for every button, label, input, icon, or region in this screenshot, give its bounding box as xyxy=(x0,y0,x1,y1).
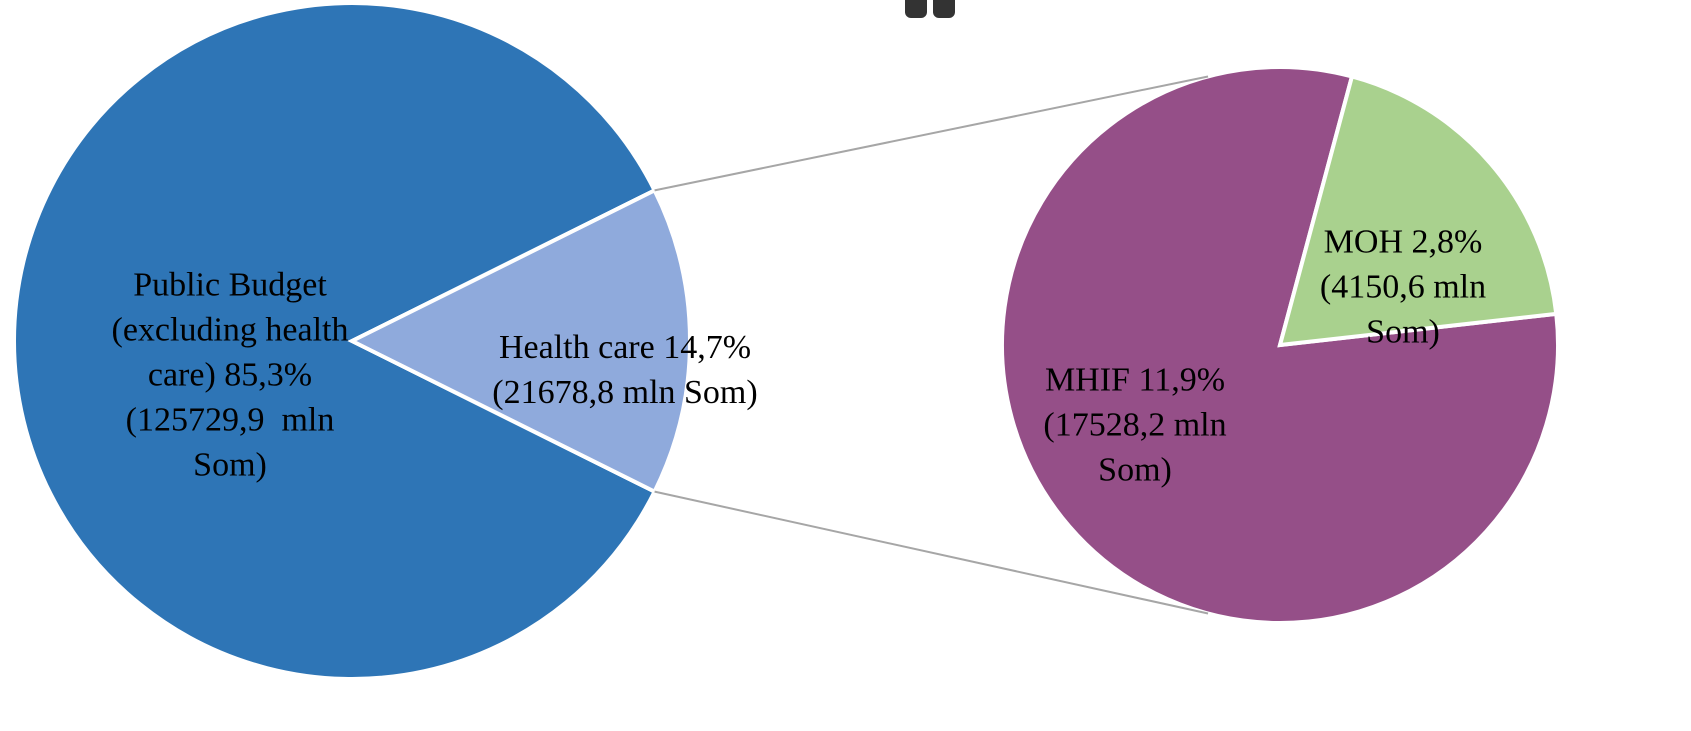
label-value: 14,7% (21678,8 mln Som) xyxy=(492,329,760,411)
label-category: Health care xyxy=(498,329,655,366)
label-category: MOH xyxy=(1323,223,1403,261)
label-value: 85,3% (125729,9 mln Som) xyxy=(125,356,343,484)
connector-line xyxy=(654,490,1209,615)
pie-slice xyxy=(347,187,692,495)
data-label: MHIF 11,9% (17528,2 mln Som) xyxy=(1020,358,1250,493)
label-value: 2,8% (4150,6 mln Som) xyxy=(1319,223,1495,351)
label-category: Public Budget (excluding health care) xyxy=(111,266,357,394)
icon-fragment xyxy=(933,0,955,18)
label-category: MHIF xyxy=(1044,361,1130,399)
icon-fragment xyxy=(905,0,927,18)
pie-slice xyxy=(12,1,658,681)
label-value: 11,9% (17528,2 mln Som) xyxy=(1043,361,1236,489)
pie-slice xyxy=(1277,74,1559,348)
data-label: Public Budget (excluding health care) 85… xyxy=(85,263,375,488)
data-label: MOH 2,8% (4150,6 mln Som) xyxy=(1298,220,1508,355)
connector-line xyxy=(654,75,1209,192)
data-label: Health care 14,7% (21678,8 mln Som) xyxy=(465,325,785,415)
